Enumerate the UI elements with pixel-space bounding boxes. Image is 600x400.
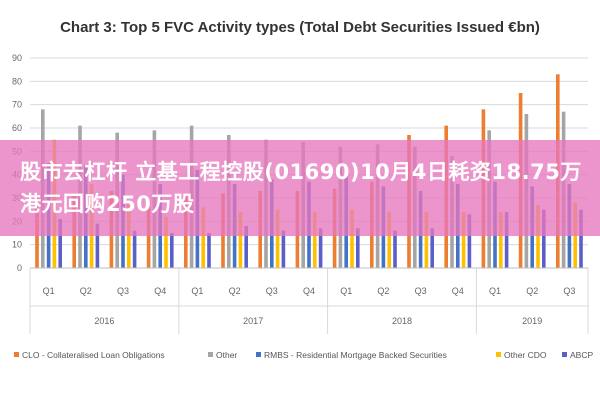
legend-swatch-othercdo	[496, 352, 501, 357]
bar-abcp-7	[281, 230, 286, 268]
bar-abcp-11	[430, 228, 434, 268]
x-tick-label: Q1	[191, 286, 203, 296]
x-tick-label: Q3	[563, 286, 575, 296]
x-tick-label: Q4	[303, 286, 315, 296]
bar-abcp-15	[579, 209, 583, 268]
legend-swatch-other	[208, 352, 213, 357]
x-tick-label: Q2	[229, 286, 241, 296]
y-tick-label: 10	[12, 240, 22, 250]
news-banner[interactable]: 股市去杠杆 立基工程控股(01690)10月4日耗资18.75万港元回购250万…	[0, 140, 600, 236]
bar-othercdo-10	[387, 212, 391, 268]
x-tick-label: Q2	[80, 286, 92, 296]
chart-title: Chart 3: Top 5 FVC Activity types (Total…	[60, 19, 540, 36]
x-axis: Q1 Q2 Q3 Q4 Q1 Q2 Q3 Q4 Q1 Q2 Q3 Q4 Q1 Q2 Q3 2016 2017 20…	[29, 267, 589, 334]
y-tick-label: 90	[12, 53, 22, 63]
x-year-label: 2019	[522, 316, 542, 326]
bar-othercdo-12	[461, 212, 466, 268]
y-tick-label: 70	[12, 100, 22, 110]
x-tick-label: Q1	[43, 286, 55, 296]
legend: CLO - Collateralised Loan Obligations Oth…	[14, 350, 593, 360]
bar-abcp-5	[207, 233, 211, 268]
bar-abcp-3	[132, 230, 137, 268]
bar-othercdo-11	[424, 212, 429, 268]
bar-abcp-12	[467, 214, 472, 268]
bar-abcp-14	[542, 209, 546, 268]
x-year-label: 2018	[392, 316, 412, 326]
x-year-label: 2016	[94, 316, 114, 326]
bar-abcp-13	[504, 212, 509, 268]
y-tick-label: 60	[12, 123, 22, 133]
x-year-label: 2017	[243, 316, 263, 326]
legend-label-othercdo: Other CDO	[504, 350, 547, 360]
bar-abcp-8	[318, 228, 323, 268]
bar-othercdo-6	[238, 212, 243, 268]
bar-othercdo-4	[164, 216, 168, 268]
bar-abcp-1	[58, 219, 62, 268]
legend-label-rmbs: RMBS - Residential Mortgage Backed Secur…	[264, 350, 447, 360]
bar-othercdo-7	[275, 209, 280, 268]
x-tick-label: Q3	[415, 286, 427, 296]
bar-othercdo-5	[201, 207, 205, 268]
legend-label-other: Other	[216, 350, 237, 360]
x-tick-label: Q3	[117, 286, 129, 296]
x-tick-label: Q1	[340, 286, 352, 296]
x-tick-label: Q4	[452, 286, 464, 296]
legend-swatch-rmbs	[256, 352, 261, 357]
bar-othercdo-9	[350, 209, 354, 268]
bar-abcp-9	[356, 228, 360, 268]
y-tick-label: 80	[12, 76, 22, 86]
bar-othercdo-14	[536, 205, 540, 268]
bar-othercdo-8	[313, 212, 317, 268]
x-tick-label: Q2	[526, 286, 538, 296]
y-tick-label: 0	[17, 263, 22, 273]
legend-swatch-abcp	[562, 352, 567, 357]
bar-abcp-10	[393, 230, 397, 268]
legend-label-abcp: ABCP	[570, 350, 593, 360]
banner-headline[interactable]: 股市去杠杆 立基工程控股(01690)10月4日耗资18.75万港元回购250万…	[20, 160, 582, 216]
bar-othercdo-13	[499, 212, 503, 268]
x-tick-label: Q4	[154, 286, 166, 296]
bar-abcp-2	[95, 223, 100, 268]
x-tick-label: Q3	[266, 286, 278, 296]
legend-swatch-clo	[14, 352, 19, 357]
x-tick-label: Q2	[377, 286, 389, 296]
bar-abcp-4	[170, 233, 174, 268]
x-tick-label: Q1	[489, 286, 501, 296]
bar-abcp-6	[244, 226, 248, 268]
legend-label-clo: CLO - Collateralised Loan Obligations	[22, 350, 165, 360]
